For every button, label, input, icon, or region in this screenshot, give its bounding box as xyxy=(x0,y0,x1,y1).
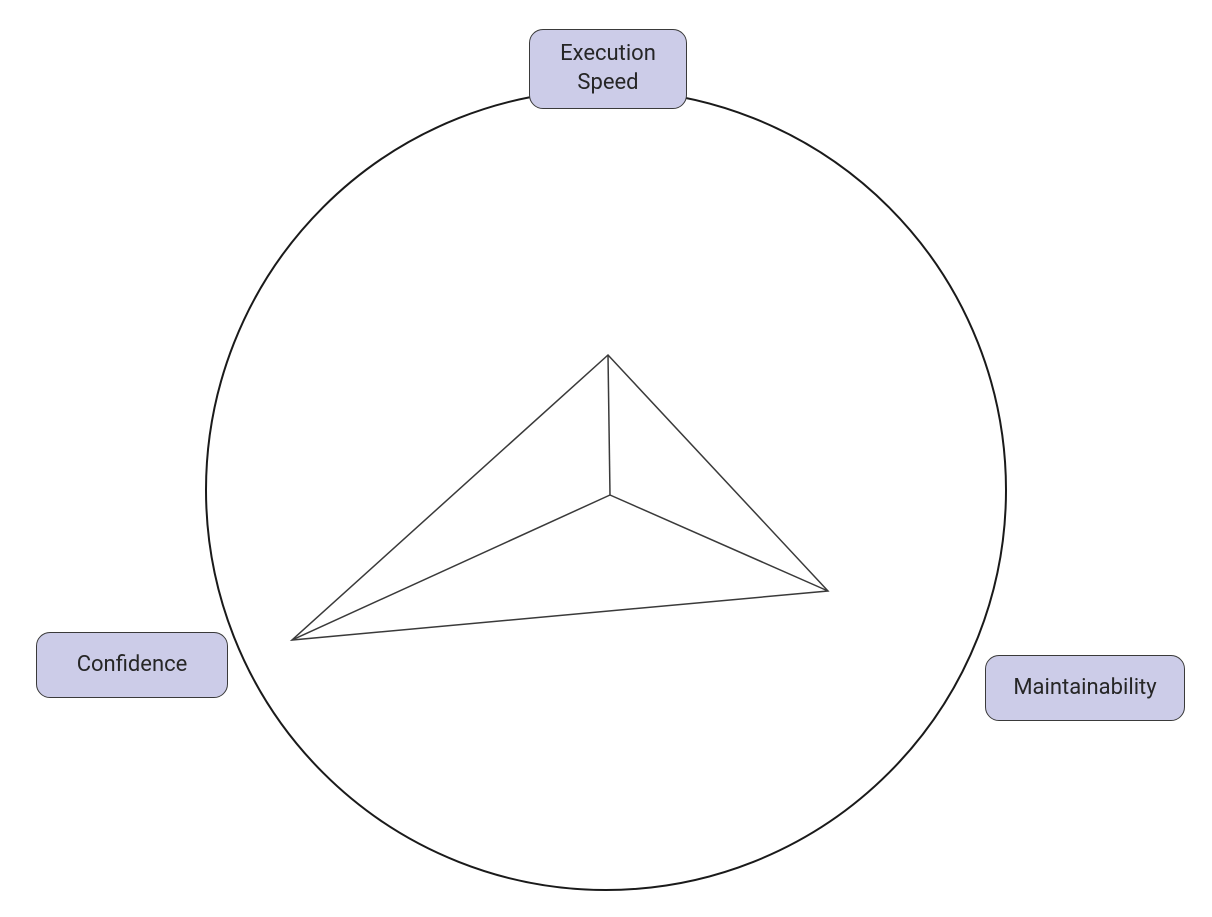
outer-circle xyxy=(206,90,1006,890)
axis-label-text: ExecutionSpeed xyxy=(560,40,656,97)
axis-label-text: Confidence xyxy=(77,651,188,680)
spoke-confidence xyxy=(292,495,610,640)
radar-diagram: ExecutionSpeed Maintainability Confidenc… xyxy=(0,0,1212,917)
spoke-execution-speed xyxy=(608,355,610,495)
radar-svg xyxy=(0,0,1212,917)
axis-label-maintainability: Maintainability xyxy=(985,655,1185,721)
axis-label-confidence: Confidence xyxy=(36,632,228,698)
value-polygon xyxy=(292,355,828,640)
spoke-maintainability xyxy=(610,495,828,591)
axis-label-text: Maintainability xyxy=(1013,674,1156,703)
axis-label-execution-speed: ExecutionSpeed xyxy=(529,29,687,109)
